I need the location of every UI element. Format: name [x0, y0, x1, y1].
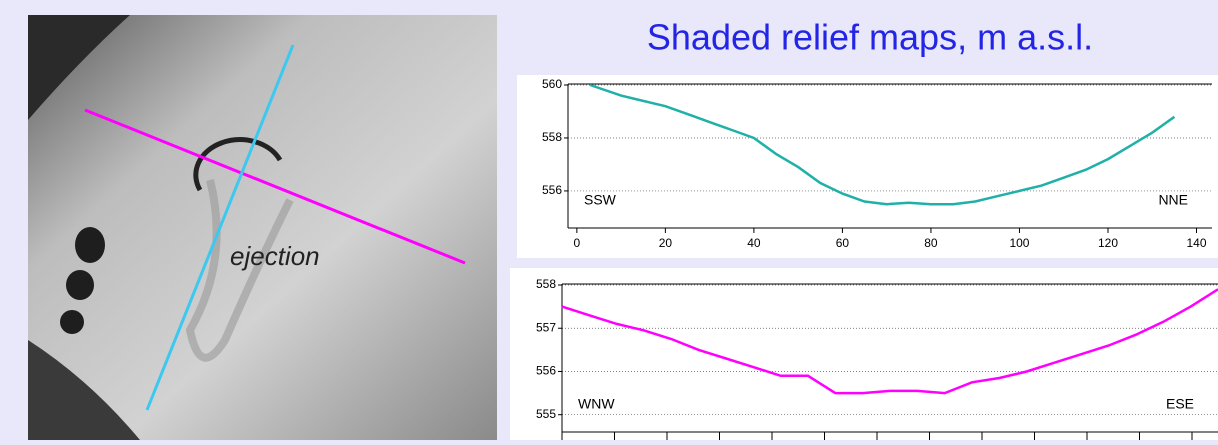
y-tick-label: 558 — [536, 277, 556, 291]
chart-panel — [517, 75, 1218, 258]
profile-end-label: SSW — [584, 192, 617, 208]
y-tick-label: 556 — [536, 364, 556, 378]
profile-end-label: ESE — [1166, 396, 1194, 412]
y-tick-label: 560 — [542, 77, 562, 91]
slide: ejection Shaded relief maps, m a.s.l. 55… — [0, 0, 1218, 440]
profile-end-label: WNW — [578, 396, 615, 412]
y-tick-label: 557 — [536, 320, 556, 334]
chart-panel — [510, 268, 1218, 440]
slide-title: Shaded relief maps, m a.s.l. — [647, 17, 1093, 58]
y-tick-label: 556 — [542, 183, 562, 197]
map-annotation: ejection — [230, 241, 320, 271]
x-tick-label: 60 — [836, 236, 850, 250]
x-tick-label: 120 — [1098, 236, 1118, 250]
x-tick-label: 100 — [1009, 236, 1029, 250]
relief-map: ejection — [28, 15, 497, 440]
x-tick-label: 40 — [747, 236, 761, 250]
x-tick-label: 140 — [1186, 236, 1206, 250]
page: ejection Shaded relief maps, m a.s.l. 55… — [0, 0, 1218, 440]
x-tick-label: 20 — [659, 236, 673, 250]
y-tick-label: 558 — [542, 130, 562, 144]
x-tick-label: 0 — [574, 236, 581, 250]
profile-end-label: NNE — [1158, 192, 1188, 208]
x-tick-label: 80 — [924, 236, 938, 250]
y-tick-label: 555 — [536, 407, 556, 421]
